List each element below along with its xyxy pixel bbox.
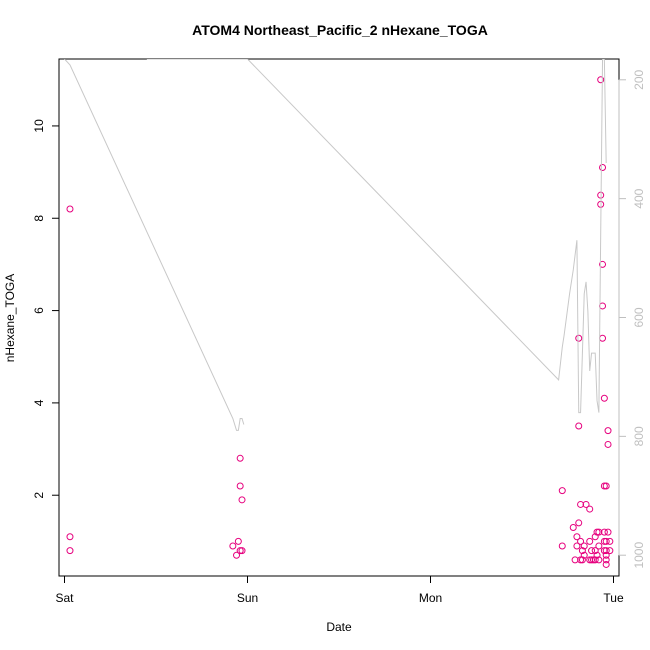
data-point (600, 537, 608, 545)
data-point (66, 205, 74, 213)
data-point (580, 542, 588, 550)
y-tick-label: 2 (32, 492, 46, 499)
data-point (591, 556, 599, 564)
y2-tick-label: 200 (632, 69, 646, 89)
data-point (602, 547, 610, 555)
data-point (577, 537, 585, 545)
data-point (575, 422, 583, 430)
data-point (586, 505, 594, 513)
data-point (599, 163, 607, 171)
y2-tick-label: 1000 (632, 542, 646, 569)
data-point (236, 482, 244, 490)
data-point (578, 556, 586, 564)
x-axis-label: Date (326, 620, 352, 634)
data-point (580, 551, 588, 559)
data-point (236, 454, 244, 462)
data-point (558, 542, 566, 550)
data-point (602, 560, 610, 568)
data-point (604, 440, 612, 448)
data-point (233, 551, 241, 559)
data-point (571, 556, 579, 564)
data-point (569, 524, 577, 532)
data-point (238, 547, 246, 555)
data-point (66, 547, 74, 555)
data-point (586, 537, 594, 545)
data-point (578, 547, 586, 555)
data-point (588, 556, 596, 564)
data-point (606, 547, 614, 555)
data-point (593, 551, 601, 559)
data-point (602, 482, 610, 490)
series-layer (64, 59, 614, 568)
data-point (577, 556, 585, 564)
data-point (599, 260, 607, 268)
data-point (600, 482, 608, 490)
x-tick-label: Tue (603, 591, 624, 605)
data-point (595, 542, 603, 550)
data-point (606, 537, 614, 545)
data-point (600, 528, 608, 536)
data-point (238, 496, 246, 504)
y2-tick-label: 400 (632, 188, 646, 208)
y-axis-label: nHexane_TOGA (3, 274, 17, 363)
y-tick-label: 6 (32, 307, 46, 314)
data-point (602, 551, 610, 559)
data-point (600, 547, 608, 555)
data-point (575, 519, 583, 527)
data-point (595, 556, 603, 564)
data-point (591, 547, 599, 555)
y2-tick-label: 800 (632, 426, 646, 446)
data-point (573, 542, 581, 550)
data-point (573, 533, 581, 541)
axes-layer: Sat Sun Mon Tue 2 4 6 8 10 200 400 600 800 1000 (32, 69, 646, 605)
data-point (597, 76, 605, 84)
x-tick-label: Sun (237, 591, 258, 605)
data-point (588, 547, 596, 555)
y-tick-label: 4 (32, 399, 46, 406)
data-point (600, 394, 608, 402)
x-tick-label: Mon (419, 591, 442, 605)
data-point (604, 427, 612, 435)
plot-frame (58, 58, 620, 577)
data-point (589, 556, 597, 564)
altitude-line (64, 59, 245, 431)
data-point (602, 556, 610, 564)
chart-title: ATOM4 Northeast_Pacific_2 nHexane_TOGA (192, 22, 488, 38)
data-point (236, 547, 244, 555)
y-tick-label: 8 (32, 215, 46, 222)
data-point (582, 500, 590, 508)
data-point (604, 528, 612, 536)
data-point (558, 487, 566, 495)
data-point (577, 500, 585, 508)
data-point (586, 556, 594, 564)
data-point (591, 533, 599, 541)
data-point (593, 528, 601, 536)
altitude-line (146, 59, 607, 414)
data-point (229, 542, 237, 550)
data-point (66, 533, 74, 541)
data-point (595, 528, 603, 536)
data-point (599, 334, 607, 342)
data-point (575, 334, 583, 342)
y-tick-label: 10 (32, 119, 46, 133)
x-tick-label: Sat (55, 591, 74, 605)
y2-tick-label: 600 (632, 307, 646, 327)
data-point (602, 537, 610, 545)
data-point (234, 537, 242, 545)
